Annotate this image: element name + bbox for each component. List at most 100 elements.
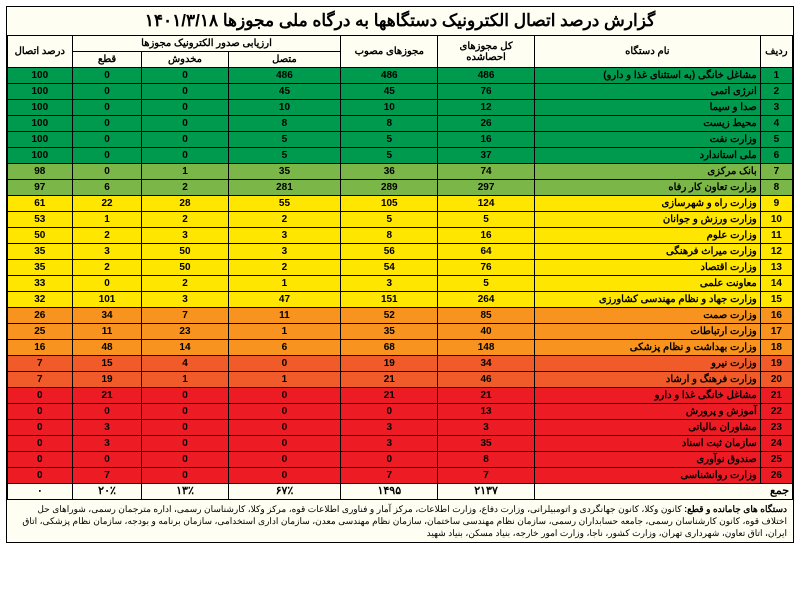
cell: 124 [438, 196, 535, 212]
table-body: 1مشاغل خانگی (به استثنای غذا و دارو)4864… [8, 68, 793, 484]
cell: وزارت نیرو [534, 356, 760, 372]
cell: وزارت اقتصاد [534, 260, 760, 276]
cell: 289 [341, 180, 438, 196]
cell: 21 [341, 372, 438, 388]
cell: 0 [142, 100, 228, 116]
cell: 53 [8, 212, 73, 228]
cell: 2 [142, 180, 228, 196]
cell: 7 [142, 308, 228, 324]
table-footer: جمع ۲۱۳۷ ۱۴۹۵ ۶۷٪ ۱۳٪ ۲۰٪ ٠ [8, 484, 793, 500]
cell: 28 [142, 196, 228, 212]
cell: 1 [72, 212, 142, 228]
cell: 0 [142, 388, 228, 404]
cell: 21 [72, 388, 142, 404]
cell: 54 [341, 260, 438, 276]
cell: 9 [760, 196, 792, 212]
cell: 5 [341, 132, 438, 148]
cell: 0 [8, 420, 73, 436]
cell: 100 [8, 132, 73, 148]
table-row: 3صدا و سیما12101000100 [8, 100, 793, 116]
cell: 2 [228, 212, 341, 228]
cell: 4 [760, 116, 792, 132]
cell: 0 [72, 84, 142, 100]
cell: 34 [438, 356, 535, 372]
cell: 6 [228, 340, 341, 356]
cell: 18 [760, 340, 792, 356]
cell: 0 [8, 436, 73, 452]
cell: 12 [438, 100, 535, 116]
cell: 0 [72, 452, 142, 468]
cell: 22 [72, 196, 142, 212]
cell: 19 [341, 356, 438, 372]
cell: 50 [8, 228, 73, 244]
cell: 0 [228, 436, 341, 452]
cell: 100 [8, 116, 73, 132]
cell: 16 [438, 228, 535, 244]
cell: مشاغل خانگی غذا و دارو [534, 388, 760, 404]
cell: 100 [8, 68, 73, 84]
cell: 3 [341, 436, 438, 452]
cell: 23 [142, 324, 228, 340]
cell: 26 [760, 468, 792, 484]
cell: 3 [228, 228, 341, 244]
cell: 151 [341, 292, 438, 308]
cell: 3 [72, 420, 142, 436]
cell: 21 [438, 388, 535, 404]
cell: 1 [228, 324, 341, 340]
table-row: 4محیط زیست268800100 [8, 116, 793, 132]
cell: 45 [341, 84, 438, 100]
table-row: 1مشاغل خانگی (به استثنای غذا و دارو)4864… [8, 68, 793, 84]
cell: 100 [8, 84, 73, 100]
cell: وزارت علوم [534, 228, 760, 244]
cell: 5 [760, 132, 792, 148]
totals-total: ۲۱۳۷ [438, 484, 535, 500]
cell: وزارت نفت [534, 132, 760, 148]
cell: 35 [341, 324, 438, 340]
cell: 25 [8, 324, 73, 340]
cell: وزارت جهاد و نظام مهندسی کشاورزی [534, 292, 760, 308]
cell: 98 [8, 164, 73, 180]
cell: 76 [438, 260, 535, 276]
cell: 148 [438, 340, 535, 356]
cell: 0 [8, 452, 73, 468]
report-table: ردیف نام دستگاه کل مجوزهای احصاشده مجوزه… [7, 35, 793, 500]
cell: 56 [341, 244, 438, 260]
footer-text: کانون وکلا، کانون جهانگردی و اتومبیلرانی… [22, 504, 787, 538]
cell: وزارت صمت [534, 308, 760, 324]
table-row: 24سازمان ثبت اسناد3530030 [8, 436, 793, 452]
cell: 45 [228, 84, 341, 100]
cell: 3 [72, 244, 142, 260]
cell: 100 [8, 100, 73, 116]
cell: 85 [438, 308, 535, 324]
cell: 1 [228, 372, 341, 388]
cell: 0 [72, 164, 142, 180]
cell: 48 [72, 340, 142, 356]
cell: 7 [72, 468, 142, 484]
cell: 0 [228, 420, 341, 436]
cell: 0 [142, 148, 228, 164]
col-row: ردیف [760, 36, 792, 68]
cell: 3 [142, 292, 228, 308]
cell: 12 [760, 244, 792, 260]
table-row: 7بانک مرکزی7436351098 [8, 164, 793, 180]
cell: 5 [228, 148, 341, 164]
cell: 0 [341, 404, 438, 420]
cell: 55 [228, 196, 341, 212]
cell: 10 [228, 100, 341, 116]
cell: 7 [8, 372, 73, 388]
table-row: 6ملی استاندارد375500100 [8, 148, 793, 164]
cell: 3 [142, 228, 228, 244]
cell: 0 [72, 276, 142, 292]
table-row: 10وزارت ورزش و جوانان5522153 [8, 212, 793, 228]
table-header: ردیف نام دستگاه کل مجوزهای احصاشده مجوزه… [8, 36, 793, 68]
cell: 0 [72, 148, 142, 164]
cell: 11 [72, 324, 142, 340]
table-row: 26وزارت روانشناسی770070 [8, 468, 793, 484]
cell: 47 [228, 292, 341, 308]
table-row: 14معاونت علمی5312033 [8, 276, 793, 292]
cell: 19 [72, 372, 142, 388]
cell: 15 [760, 292, 792, 308]
cell: 2 [142, 276, 228, 292]
cell: وزارت میراث فرهنگی [534, 244, 760, 260]
cell: 0 [8, 468, 73, 484]
